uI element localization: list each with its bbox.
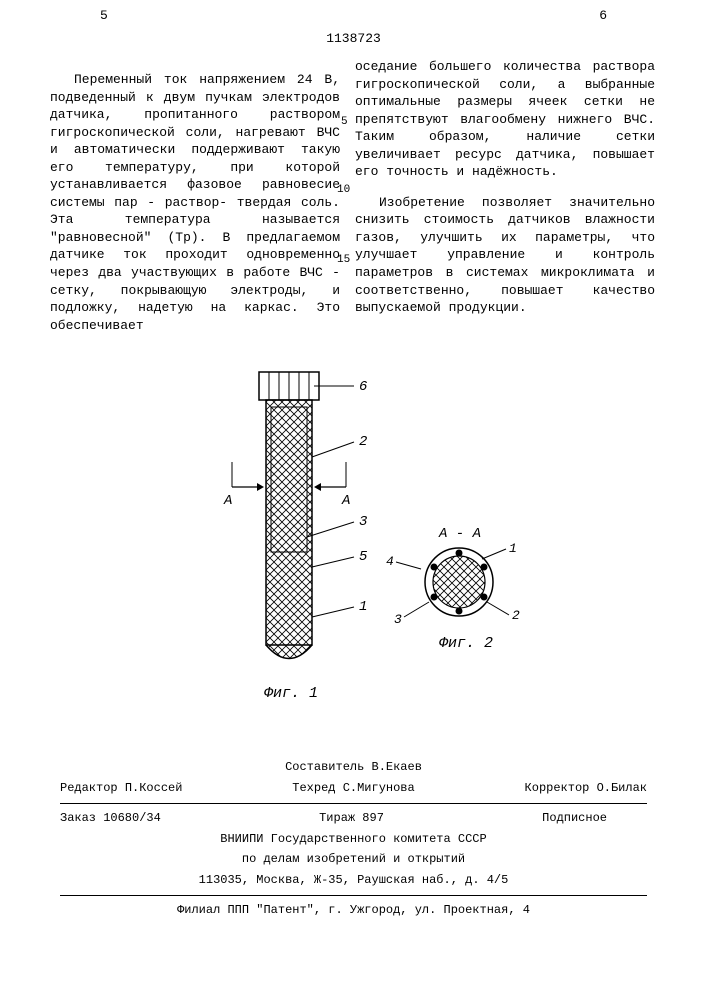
sign: Подписное	[542, 810, 607, 827]
section-label-a-left: A	[223, 493, 232, 509]
fig2-callout-2: 2	[512, 608, 520, 623]
org-line-2: по делам изобретений и открытий	[60, 849, 647, 870]
section-label-a-right: A	[341, 493, 350, 509]
callout-6: 6	[359, 379, 367, 395]
imprint-section: Составитель В.Екаев Редактор П.Коссей Те…	[0, 757, 707, 921]
page-num-left: 5	[100, 8, 108, 23]
line-marker-5: 5	[341, 115, 348, 130]
editor: Редактор П.Коссей	[60, 780, 182, 797]
figure-area: A A 6 2 3 5 1 Фиг. 1 A - A	[0, 347, 707, 722]
compiler-line: Составитель В.Екаев	[60, 757, 647, 778]
addr-line: 113035, Москва, Ж-35, Раушская наб., д. …	[60, 870, 647, 891]
right-column: 5 10 15 оседание большего количества рас…	[355, 58, 655, 347]
page-num-right: 6	[599, 8, 607, 23]
fig1-label: Фиг. 1	[264, 685, 318, 702]
fig2-group: A - A 1 4 3 2 Фиг. 2	[386, 526, 520, 652]
fig2-callout-3: 3	[394, 612, 402, 627]
filial-line: Филиал ППП "Патент", г. Ужгород, ул. Про…	[60, 900, 647, 921]
document-number: 1138723	[0, 23, 707, 46]
callout-5: 5	[359, 549, 368, 565]
fig2-callout-1: 1	[509, 541, 517, 556]
line-marker-15: 15	[337, 253, 350, 268]
techred: Техред С.Мигунова	[292, 780, 414, 797]
line-marker-10: 10	[337, 183, 350, 198]
figures-svg: A A 6 2 3 5 1 Фиг. 1 A - A	[154, 362, 554, 722]
fig1-group: A A 6 2 3 5 1 Фиг. 1	[223, 372, 368, 702]
fig2-label: Фиг. 2	[439, 635, 493, 652]
org-line-1: ВНИИПИ Государственного комитета СССР	[60, 829, 647, 850]
left-para-1: Переменный ток напряжением 24 В, подведе…	[50, 71, 340, 334]
left-column: Переменный ток напряжением 24 В, подведе…	[50, 58, 340, 347]
right-para-2: Изобретение позволяет значительно снизит…	[355, 194, 655, 317]
corrector: Корректор О.Билак	[525, 780, 647, 797]
callout-2: 2	[359, 434, 367, 450]
fig2-callout-4: 4	[386, 554, 394, 569]
order: Заказ 10680/34	[60, 810, 161, 827]
section-aa-label: A - A	[438, 526, 481, 542]
right-para-1: оседание большего количества раствора ги…	[355, 58, 655, 181]
callout-3: 3	[359, 514, 367, 530]
divider-2	[60, 895, 647, 896]
tirazh: Тираж 897	[319, 810, 384, 827]
divider-1	[60, 803, 647, 804]
callout-1: 1	[359, 599, 367, 615]
